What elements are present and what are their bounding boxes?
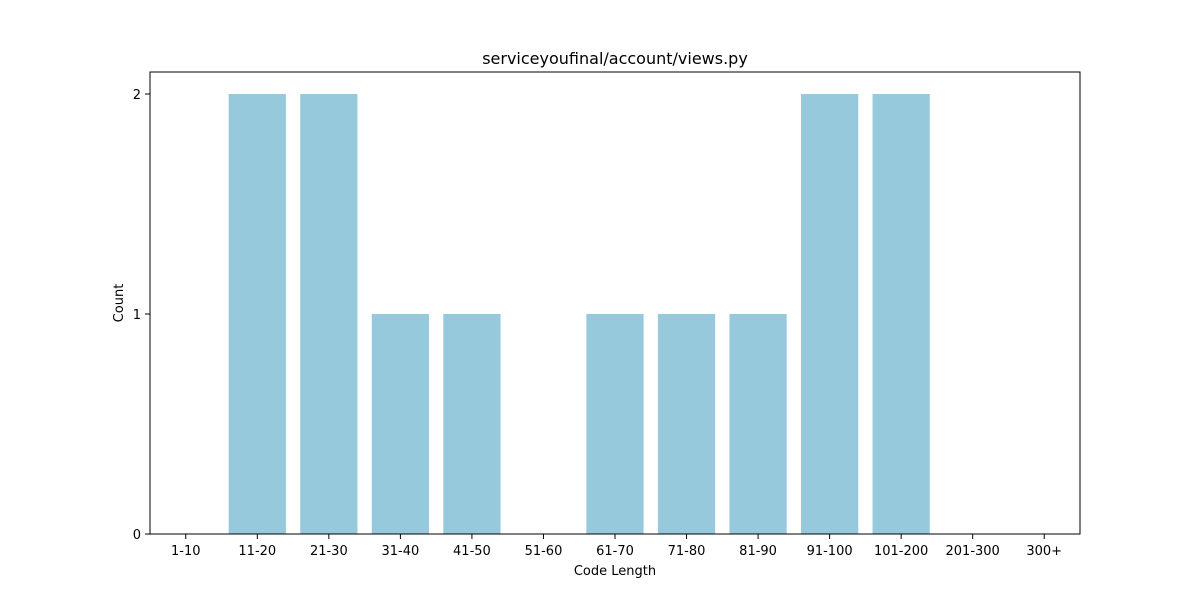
x-tick-label: 61-70	[596, 544, 634, 559]
y-tick-label: 0	[133, 528, 141, 543]
chart-title: serviceyoufinal/account/views.py	[482, 49, 748, 68]
bar-101-200	[872, 94, 930, 534]
x-axis-label: Code Length	[574, 564, 656, 579]
y-tick-label: 1	[133, 308, 141, 323]
x-tick-label: 41-50	[453, 544, 491, 559]
bar-71-80	[657, 314, 716, 534]
bar-21-30	[300, 94, 358, 534]
x-tick-label: 31-40	[381, 544, 419, 559]
x-tick-label: 201-300	[946, 544, 1000, 559]
y-tick-label: 2	[133, 88, 141, 103]
bar-91-100	[801, 94, 859, 534]
x-tick-label: 81-90	[739, 544, 777, 559]
y-axis-label: Count	[112, 284, 127, 323]
x-tick-label: 51-60	[525, 544, 563, 559]
y-axis: 0 1 2	[133, 88, 150, 543]
x-tick-label: 91-100	[807, 544, 853, 559]
x-tick-label: 1-10	[171, 544, 201, 559]
bar-41-50	[443, 314, 501, 534]
x-tick-label: 71-80	[668, 544, 706, 559]
x-tick-label: 300+	[1026, 544, 1062, 559]
x-axis: 1-10 11-20 21-30 31-40 41-50 51-60 61-70 71-80 8…	[171, 534, 1062, 559]
bar-11-20	[228, 94, 286, 534]
x-tick-label: 21-30	[310, 544, 348, 559]
bars-layer	[228, 94, 930, 534]
bar-81-90	[729, 314, 787, 534]
bar-31-40	[371, 314, 429, 534]
x-tick-label: 11-20	[238, 544, 276, 559]
x-tick-label: 101-200	[874, 544, 928, 559]
bar-61-70	[586, 314, 644, 534]
